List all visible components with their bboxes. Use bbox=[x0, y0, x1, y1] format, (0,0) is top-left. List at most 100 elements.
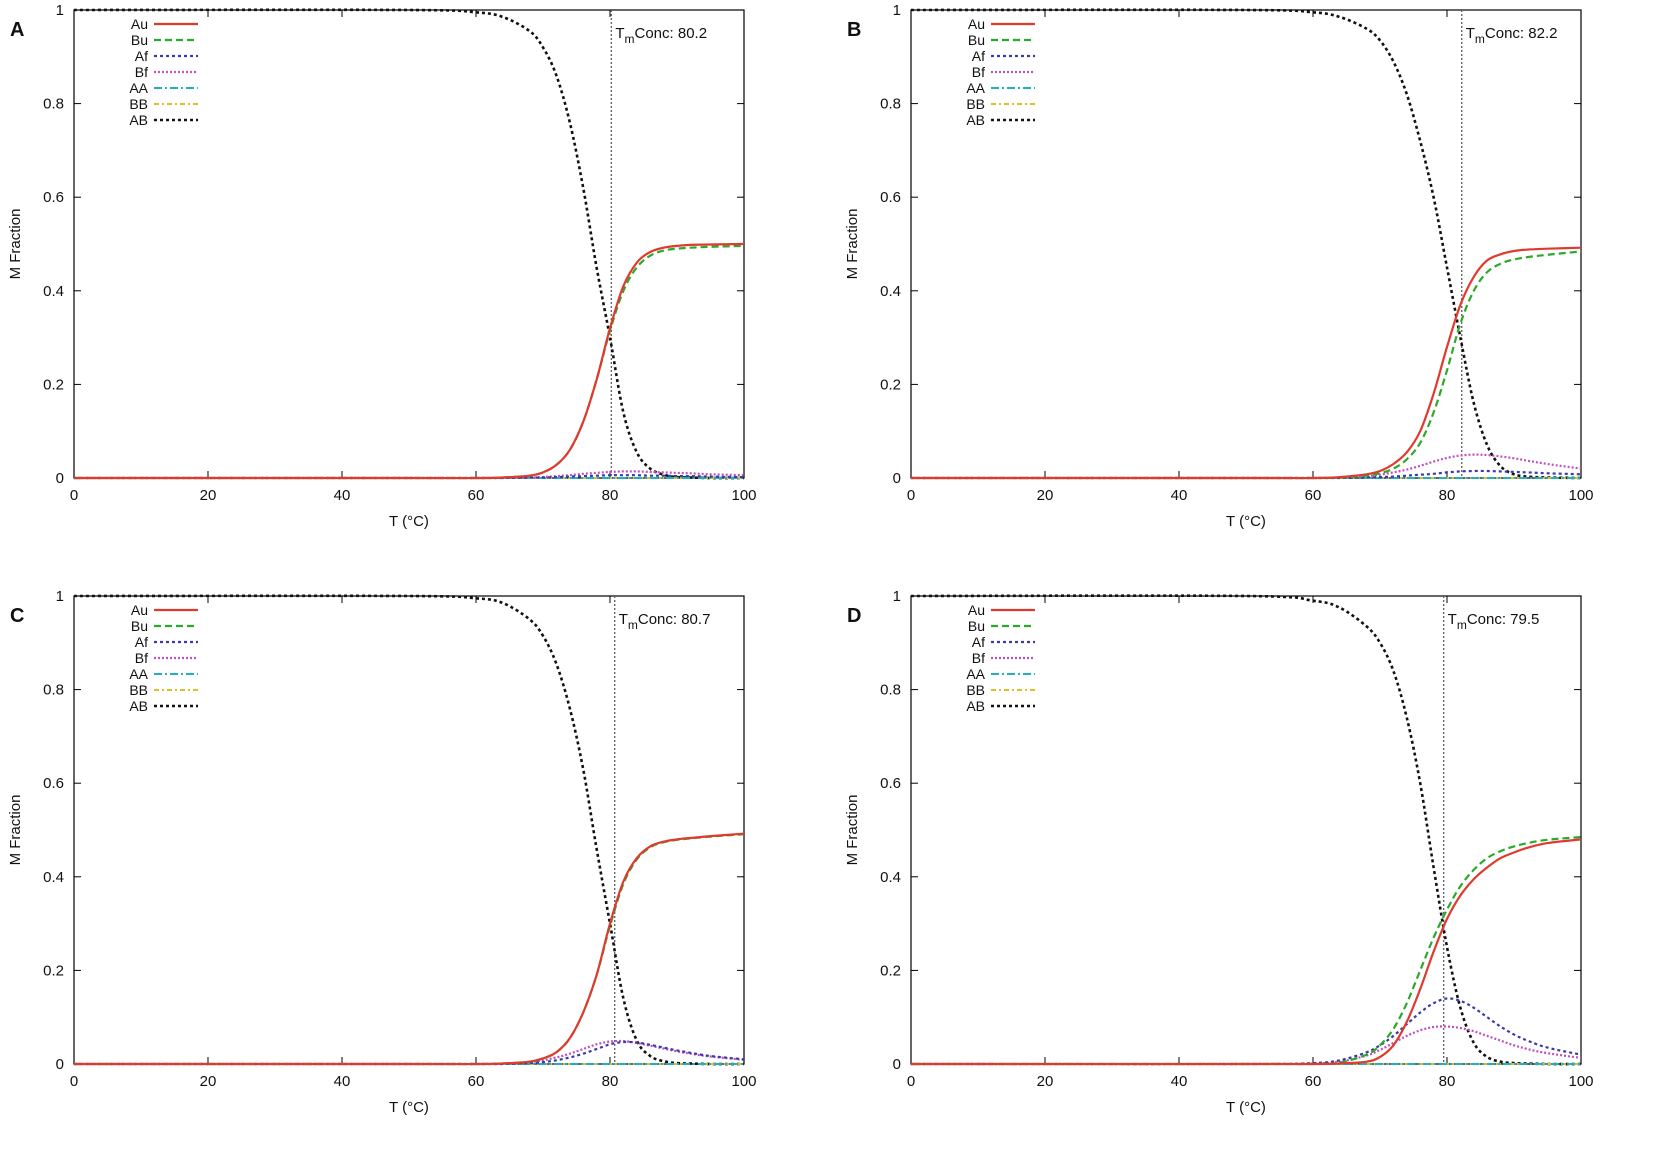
x-tick-label: 100 bbox=[731, 1073, 756, 1090]
y-axis-label: M Fraction bbox=[844, 795, 861, 866]
legend-label-af: Af bbox=[135, 634, 148, 650]
chart-svg: A 0 20 40 60 80 100 0 0.2 0.4 0.6 0.8 1 T (°C) M Fract… bbox=[7, 2, 757, 530]
x-tick-label: 20 bbox=[1037, 1073, 1054, 1090]
x-axis-label: T (°C) bbox=[1226, 513, 1266, 530]
x-tick-label: 60 bbox=[1305, 1073, 1322, 1090]
x-tick-label: 20 bbox=[1037, 487, 1054, 504]
x-tick-label: 40 bbox=[334, 1073, 351, 1090]
x-tick-label: 0 bbox=[907, 1073, 915, 1090]
chart-svg: B 0 20 40 60 80 100 0 0.2 0.4 0.6 0.8 1 T (°C) M Fract… bbox=[844, 2, 1594, 530]
series-line-au bbox=[74, 832, 745, 1066]
legend-label-af: Af bbox=[972, 48, 985, 64]
x-tick-label: 80 bbox=[1439, 487, 1456, 504]
y-tick-label: 0.4 bbox=[43, 283, 64, 300]
y-tick-label: 0 bbox=[893, 1056, 901, 1073]
y-tick-label: 0.2 bbox=[880, 962, 901, 979]
plot-frame bbox=[73, 595, 745, 1065]
series-line-bf bbox=[910, 1025, 1582, 1066]
legend-label-au: Au bbox=[968, 16, 985, 32]
y-tick-label: 0.6 bbox=[880, 775, 901, 792]
x-axis-label: T (°C) bbox=[389, 513, 429, 530]
y-tick-label: 0.2 bbox=[43, 962, 64, 979]
x-tick-label: 40 bbox=[334, 487, 351, 504]
legend-label-au: Au bbox=[131, 602, 148, 618]
legend-label-aa: AA bbox=[129, 666, 148, 682]
series-line-ab bbox=[910, 8, 1582, 480]
legend-label-au: Au bbox=[131, 16, 148, 32]
panel-letter: D bbox=[847, 605, 861, 627]
panel-b: B 0 20 40 60 80 100 0 0.2 0.4 0.6 0.8 1 T (°C) M Fract… bbox=[837, 0, 1674, 586]
y-tick-label: 1 bbox=[893, 2, 901, 19]
y-tick-label: 0.8 bbox=[43, 682, 64, 699]
legend-label-bf: Bf bbox=[135, 650, 148, 666]
x-tick-label: 80 bbox=[602, 487, 619, 504]
x-tick-label: 20 bbox=[200, 1073, 217, 1090]
panel-letter: A bbox=[10, 19, 24, 41]
plot-frame bbox=[910, 9, 1582, 479]
tm-label: TmConc: 79.5 bbox=[1448, 611, 1540, 632]
x-tick-label: 40 bbox=[1171, 487, 1188, 504]
series-line-au bbox=[911, 246, 1582, 480]
tm-label: TmConc: 82.2 bbox=[1466, 25, 1558, 46]
y-axis-label: M Fraction bbox=[844, 209, 861, 280]
series-line-ab bbox=[910, 594, 1582, 1066]
y-tick-label: 0.6 bbox=[880, 189, 901, 206]
legend-label-bu: Bu bbox=[131, 618, 148, 634]
y-tick-label: 1 bbox=[56, 588, 64, 605]
y-tick-label: 0.8 bbox=[880, 682, 901, 699]
y-tick-label: 0.4 bbox=[880, 869, 901, 886]
series-line-bu bbox=[74, 244, 745, 480]
y-tick-label: 0.8 bbox=[43, 96, 64, 113]
x-tick-label: 20 bbox=[200, 487, 217, 504]
series-line-ab bbox=[73, 8, 745, 480]
y-axis-label: M Fraction bbox=[7, 209, 24, 280]
y-tick-label: 0.4 bbox=[43, 869, 64, 886]
series-line-af bbox=[911, 469, 1582, 480]
legend-label-bu: Bu bbox=[131, 32, 148, 48]
panel-letter: C bbox=[10, 605, 24, 627]
y-tick-label: 0 bbox=[56, 1056, 64, 1073]
legend-label-ab: AB bbox=[966, 698, 985, 714]
legend-label-bb: BB bbox=[129, 682, 148, 698]
series-line-au bbox=[74, 242, 745, 480]
chart-svg: C 0 20 40 60 80 100 0 0.2 0.4 0.6 0.8 1 T (°C) M Fract… bbox=[7, 588, 757, 1116]
x-tick-label: 80 bbox=[602, 1073, 619, 1090]
legend-label-bb: BB bbox=[129, 96, 148, 112]
tm-label: TmConc: 80.7 bbox=[619, 611, 711, 632]
x-tick-label: 40 bbox=[1171, 1073, 1188, 1090]
x-tick-label: 100 bbox=[1568, 1073, 1593, 1090]
x-tick-label: 60 bbox=[468, 487, 485, 504]
y-tick-label: 0.6 bbox=[43, 775, 64, 792]
legend-label-ab: AB bbox=[966, 112, 985, 128]
y-tick-label: 1 bbox=[893, 588, 901, 605]
legend-label-aa: AA bbox=[966, 80, 985, 96]
x-tick-label: 100 bbox=[1568, 487, 1593, 504]
plot-frame bbox=[910, 595, 1582, 1065]
y-tick-label: 0.2 bbox=[880, 376, 901, 393]
y-axis-label: M Fraction bbox=[7, 795, 24, 866]
legend-label-bu: Bu bbox=[968, 32, 985, 48]
legend-label-ab: AB bbox=[129, 112, 148, 128]
y-tick-label: 0.6 bbox=[43, 189, 64, 206]
series-line-af bbox=[74, 474, 745, 480]
y-tick-label: 1 bbox=[56, 2, 64, 19]
panel-c: C 0 20 40 60 80 100 0 0.2 0.4 0.6 0.8 1 T (°C) M Fract… bbox=[0, 586, 837, 1172]
x-tick-label: 100 bbox=[731, 487, 756, 504]
panel-a: A 0 20 40 60 80 100 0 0.2 0.4 0.6 0.8 1 T (°C) M Fract… bbox=[0, 0, 837, 586]
x-tick-label: 0 bbox=[70, 487, 78, 504]
tm-label: TmConc: 80.2 bbox=[615, 25, 707, 46]
legend-label-ab: AB bbox=[129, 698, 148, 714]
legend-label-au: Au bbox=[968, 602, 985, 618]
plot-frame bbox=[73, 9, 745, 479]
x-tick-label: 80 bbox=[1439, 1073, 1456, 1090]
legend-label-aa: AA bbox=[129, 80, 148, 96]
legend-label-af: Af bbox=[972, 634, 985, 650]
y-tick-label: 0.8 bbox=[880, 96, 901, 113]
legend-label-aa: AA bbox=[966, 666, 985, 682]
x-tick-label: 60 bbox=[1305, 487, 1322, 504]
legend-label-bb: BB bbox=[966, 682, 985, 698]
series-line-bf bbox=[911, 453, 1582, 480]
x-axis-label: T (°C) bbox=[1226, 1099, 1266, 1116]
series-line-ab bbox=[73, 594, 745, 1066]
legend-label-bf: Bf bbox=[972, 64, 985, 80]
